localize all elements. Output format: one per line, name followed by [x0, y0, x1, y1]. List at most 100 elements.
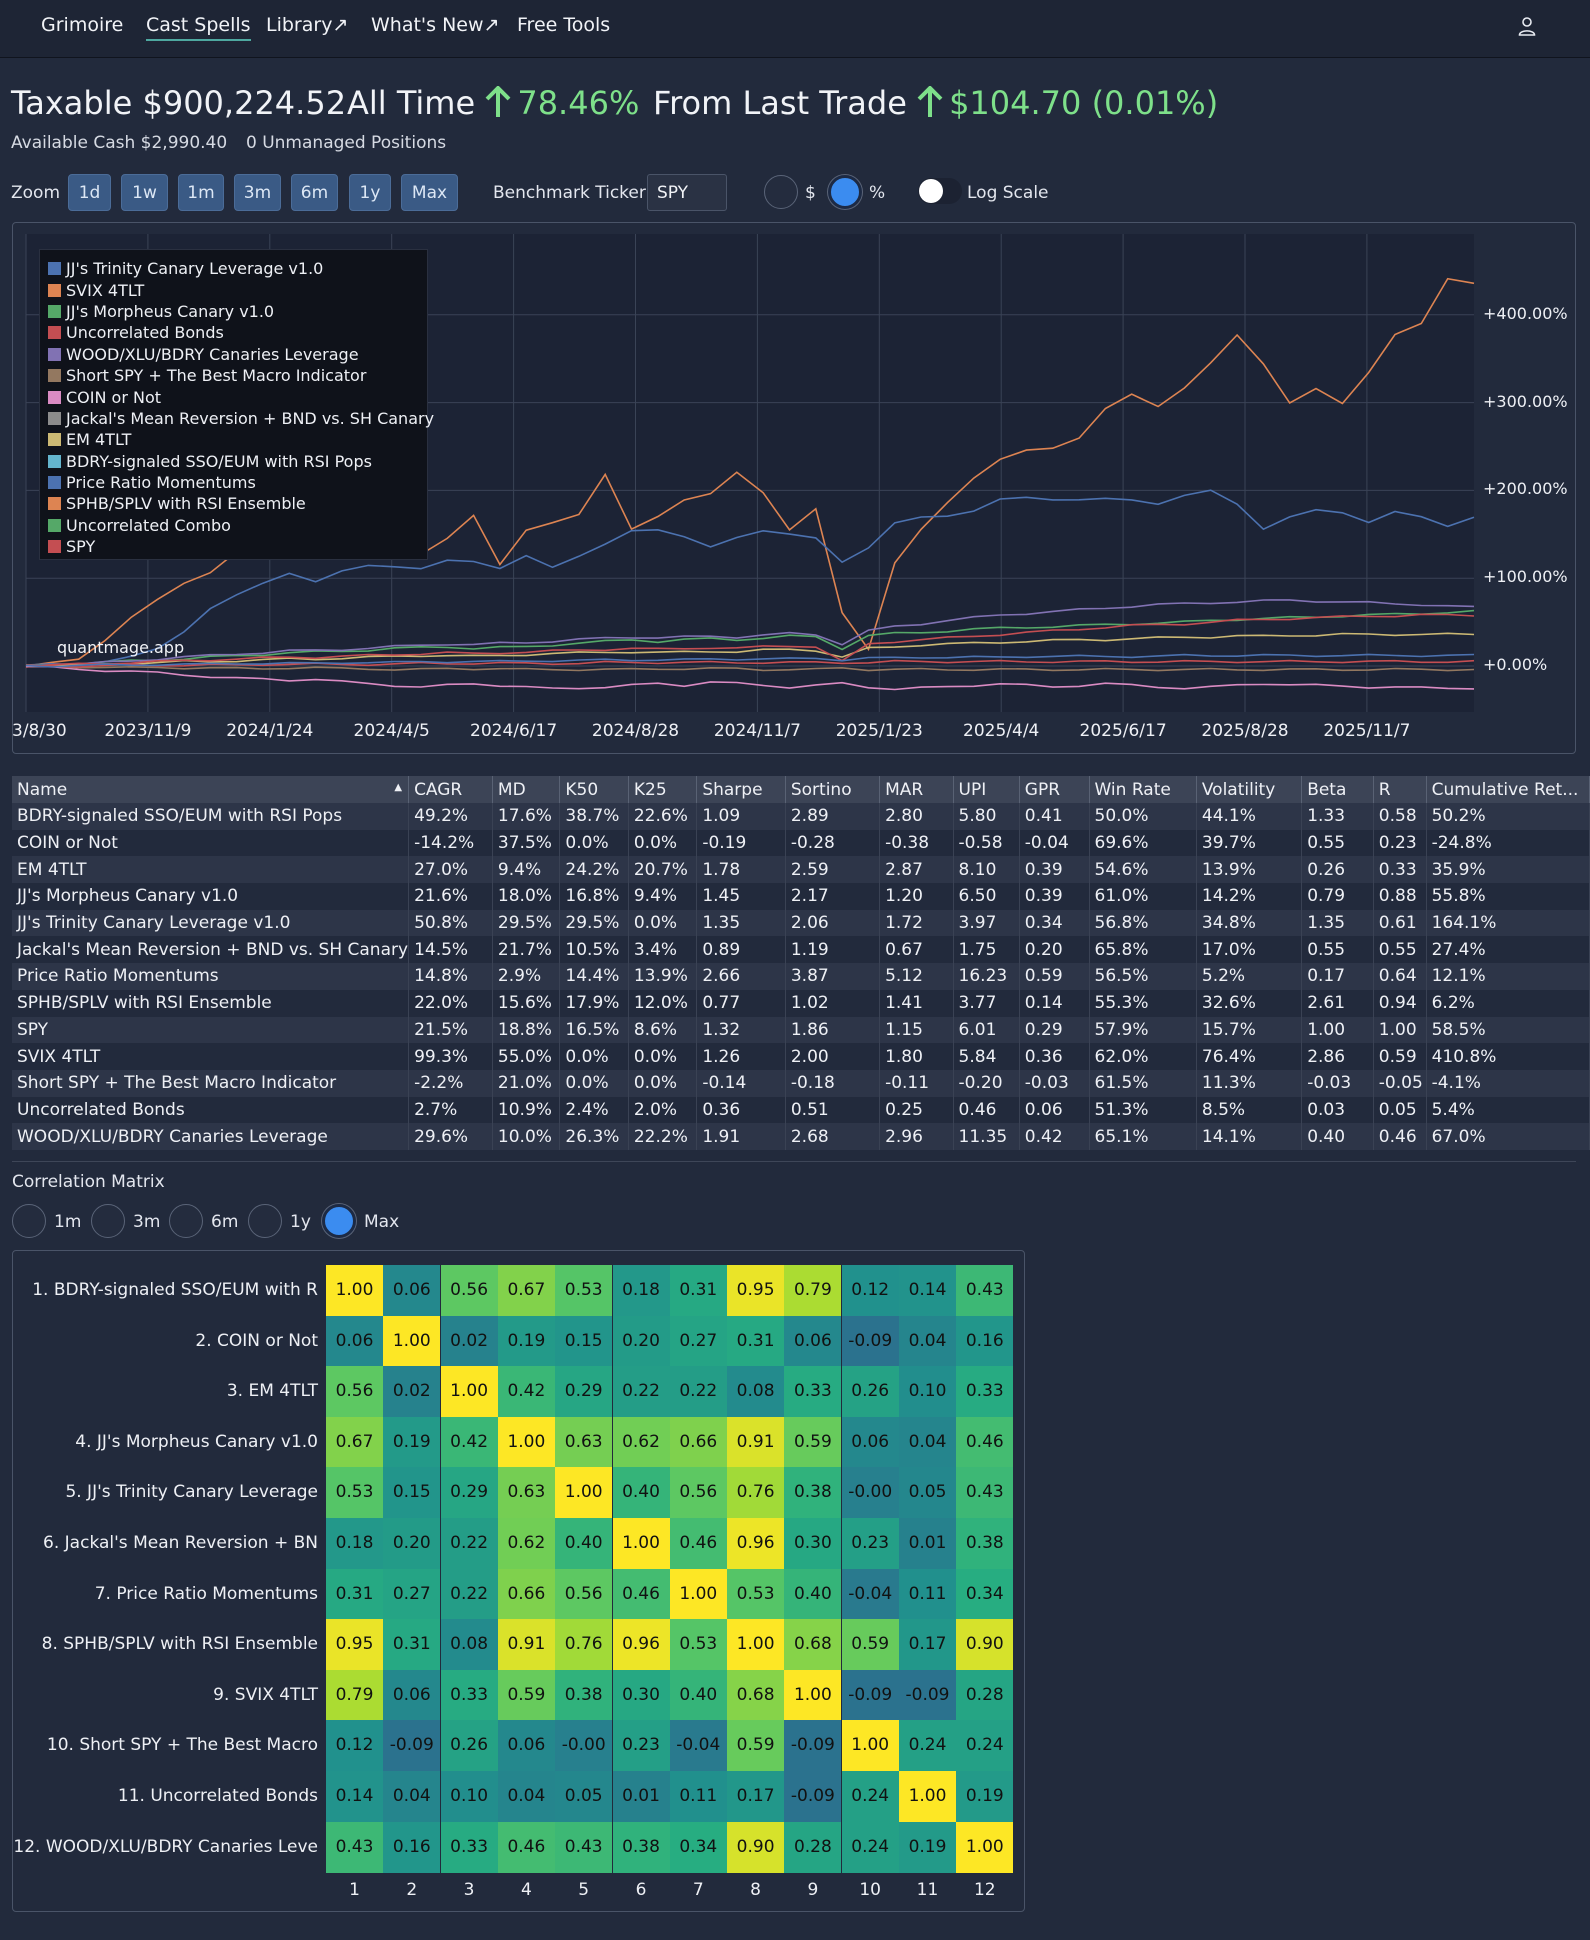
column-header[interactable]: MD — [492, 776, 561, 803]
column-header[interactable]: CAGR — [408, 776, 493, 803]
unit-percent-radio[interactable] — [828, 175, 862, 209]
table-cell: 1.09 — [696, 803, 786, 830]
table-header-row: Name ▲ CAGR MD K50 K25 Sharpe Sortino MAR UPI GPR W… — [12, 776, 1590, 803]
zoom-6m-button[interactable]: 6m — [291, 174, 338, 211]
table-row[interactable]: Uncorrelated Bonds 2.7% 10.9% 2.4% 2.0% 0.36 0… — [12, 1096, 1590, 1124]
table-cell: 8.10 — [953, 856, 1020, 884]
table-row[interactable]: Short SPY + The Best Macro Indicator -2.2… — [12, 1069, 1590, 1097]
matrix-cell: 1.00 — [383, 1315, 441, 1367]
column-header[interactable]: Win Rate — [1089, 776, 1197, 803]
period-1y-radio[interactable] — [248, 1204, 282, 1238]
column-header[interactable]: Name ▲ — [12, 776, 410, 803]
matrix-cell: 0.53 — [669, 1619, 727, 1671]
table-row[interactable]: JJ's Morpheus Canary v1.0 21.6% 18.0% 16.8%… — [12, 883, 1590, 910]
column-header[interactable]: Sharpe — [696, 776, 786, 803]
table-cell: 2.80 — [879, 803, 954, 830]
legend-item[interactable]: SVIX 4TLT — [48, 279, 427, 300]
table-row[interactable]: SPHB/SPLV with RSI Ensemble 22.0% 15.6% 17.… — [12, 989, 1590, 1017]
table-cell: 58.5% — [1426, 1016, 1590, 1044]
log-scale-toggle[interactable] — [918, 178, 962, 204]
column-header[interactable]: Beta — [1301, 776, 1374, 803]
legend-item[interactable]: EM 4TLT — [48, 429, 427, 450]
nav-cast-spells[interactable]: Cast Spells — [146, 14, 251, 41]
legend-item[interactable]: WOOD/XLU/BDRY Canaries Leverage — [48, 344, 427, 365]
table-row[interactable]: SVIX 4TLT 99.3% 55.0% 0.0% 0.0% 1.26 2.00 1.80 5… — [12, 1043, 1590, 1070]
table-row[interactable]: COIN or Not -14.2% 37.5% 0.0% 0.0% -0.19 -0.28… — [12, 829, 1590, 857]
column-header[interactable]: UPI — [953, 776, 1020, 803]
matrix-cell: 0.46 — [497, 1821, 555, 1873]
table-row[interactable]: Jackal's Mean Reversion + BND vs. SH Can… — [12, 936, 1590, 964]
matrix-cell: 0.04 — [383, 1771, 441, 1822]
period-6m-radio[interactable] — [169, 1204, 203, 1238]
chart-watermark: quantmage.app — [57, 638, 185, 657]
table-cell: 1.80 — [879, 1043, 954, 1070]
period-3m-radio[interactable] — [91, 1204, 125, 1238]
legend-item[interactable]: COIN or Not — [48, 386, 427, 407]
column-header[interactable]: K25 — [628, 776, 698, 803]
table-cell: 1.45 — [696, 883, 786, 910]
column-header[interactable]: Volatility — [1196, 776, 1303, 803]
nav-grimoire[interactable]: Grimoire — [41, 14, 124, 36]
table-row[interactable]: EM 4TLT 27.0% 9.4% 24.2% 20.7% 1.78 2.59 2.87 8.… — [12, 856, 1590, 884]
unit-dollar-radio[interactable] — [764, 175, 798, 209]
column-header[interactable]: MAR — [879, 776, 954, 803]
table-row[interactable]: WOOD/XLU/BDRY Canaries Leverage 29.6% 10.0… — [12, 1123, 1590, 1150]
table-row[interactable]: SPY 21.5% 18.8% 16.5% 8.6% 1.32 1.86 1.15 6.01 0.… — [12, 1016, 1590, 1044]
matrix-col-label: 11 — [916, 1880, 939, 1900]
column-header[interactable]: GPR — [1019, 776, 1090, 803]
legend-item[interactable]: Jackal's Mean Reversion + BND vs. SH Can… — [48, 408, 434, 429]
table-cell: 1.91 — [696, 1123, 786, 1150]
period-1m-radio[interactable] — [12, 1204, 46, 1238]
column-header[interactable]: Cumulative Ret... — [1426, 776, 1590, 803]
legend-item[interactable]: Uncorrelated Bonds — [48, 322, 427, 343]
series-line — [25, 665, 1475, 691]
table-cell: 13.9% — [628, 963, 698, 990]
matrix-cell: -0.04 — [841, 1568, 899, 1620]
taxable-total: Taxable $900,224.52 — [11, 84, 347, 122]
nav-library[interactable]: Library↗ — [266, 14, 349, 36]
table-cell: 69.6% — [1089, 829, 1197, 857]
table-cell: -0.04 — [1019, 829, 1090, 857]
table-cell: -4.1% — [1426, 1069, 1590, 1097]
table-cell: 50.0% — [1089, 803, 1197, 830]
column-header[interactable]: K50 — [559, 776, 629, 803]
legend-item[interactable]: JJ's Morpheus Canary v1.0 — [48, 301, 427, 322]
table-cell: 8.5% — [1196, 1096, 1303, 1124]
matrix-cell: 0.17 — [727, 1771, 785, 1822]
table-cell: 0.17 — [1301, 963, 1374, 990]
zoom-1d-button[interactable]: 1d — [68, 174, 111, 211]
nav-free-tools[interactable]: Free Tools — [517, 14, 611, 36]
matrix-cell: 0.96 — [727, 1518, 785, 1569]
table-cell: 0.0% — [628, 829, 698, 857]
table-row[interactable]: Price Ratio Momentums 14.8% 2.9% 14.4% 13.9%… — [12, 963, 1590, 990]
column-header[interactable]: Sortino — [785, 776, 881, 803]
table-cell: 51.3% — [1089, 1096, 1197, 1124]
table-cell: 5.4% — [1426, 1096, 1590, 1124]
table-cell: 0.03 — [1301, 1096, 1374, 1124]
zoom-3m-button[interactable]: 3m — [234, 174, 281, 211]
legend-item[interactable]: Short SPY + The Best Macro Indicator — [48, 365, 427, 386]
legend-item[interactable]: Price Ratio Momentums — [48, 472, 427, 493]
table-cell: 0.29 — [1019, 1016, 1090, 1044]
benchmark-ticker-input[interactable] — [647, 174, 727, 211]
table-row[interactable]: BDRY-signaled SSO/EUM with RSI Pops 49.2%… — [12, 803, 1590, 830]
legend-item[interactable]: SPY — [48, 536, 427, 557]
period-max-radio[interactable] — [322, 1204, 356, 1238]
zoom-1y-button[interactable]: 1y — [349, 174, 391, 211]
zoom-max-button[interactable]: Max — [401, 174, 458, 211]
legend-item[interactable]: Uncorrelated Combo — [48, 515, 427, 536]
zoom-1w-button[interactable]: 1w — [121, 174, 168, 211]
matrix-cell: 0.06 — [497, 1720, 555, 1772]
table-cell: 16.23 — [953, 963, 1020, 990]
x-tick-label: 2025/11/7 — [1323, 721, 1411, 741]
legend-item[interactable]: SPHB/SPLV with RSI Ensemble — [48, 493, 427, 514]
user-icon[interactable] — [1516, 15, 1538, 37]
column-header[interactable]: R — [1373, 776, 1427, 803]
zoom-1m-button[interactable]: 1m — [178, 174, 224, 211]
table-row[interactable]: JJ's Trinity Canary Leverage v1.0 50.8% 29… — [12, 909, 1590, 937]
legend-item[interactable]: BDRY-signaled SSO/EUM with RSI Pops — [48, 451, 427, 472]
legend-item[interactable]: JJ's Trinity Canary Leverage v1.0 — [48, 258, 427, 279]
table-cell: 29.5% — [492, 909, 561, 937]
matrix-row-label: 1. BDRY-signaled SSO/EUM with R — [32, 1280, 318, 1300]
nav-whats-new[interactable]: What's New↗ — [371, 14, 500, 36]
